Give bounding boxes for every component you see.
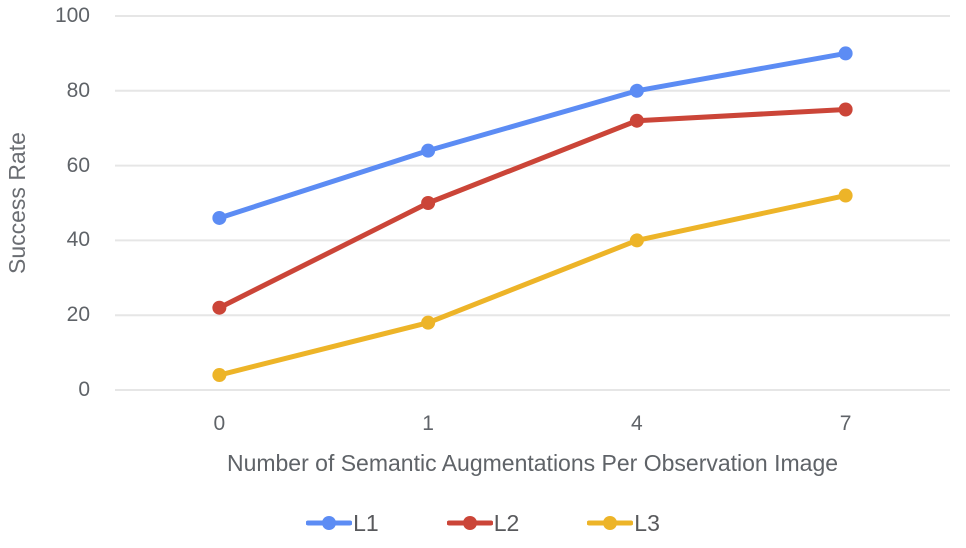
data-point-L2 (212, 300, 227, 315)
data-point-L1 (212, 210, 227, 225)
y-tick-label: 20 (66, 303, 90, 327)
data-point-L3 (212, 368, 227, 383)
data-point-L1 (838, 46, 853, 61)
y-tick-label: 60 (66, 153, 90, 177)
data-point-L1 (421, 143, 436, 158)
legend-item-label: L2 (493, 510, 520, 536)
legend-item-L2: L2 (446, 510, 520, 536)
legend-marker-icon (306, 516, 353, 530)
x-axis-title: Number of Semantic Augmentations Per Obs… (226, 450, 839, 476)
series-line-L2 (216, 107, 849, 311)
data-point-L2 (838, 102, 853, 117)
data-point-L2 (629, 113, 644, 128)
legend-item-label: L1 (353, 510, 379, 536)
legend-marker-icon (587, 516, 634, 530)
data-point-L1 (629, 83, 644, 98)
series-line-L1 (216, 50, 849, 221)
series-line-L3 (216, 193, 849, 378)
x-tick-label: 7 (839, 412, 852, 435)
y-tick-label: 0 (78, 378, 90, 401)
data-point-L3 (629, 233, 644, 248)
data-point-L2 (421, 196, 436, 210)
x-tick-label: 4 (631, 412, 643, 435)
legend-item-label: L3 (634, 510, 660, 536)
data-point-L3 (421, 315, 436, 330)
x-tick-label: 1 (422, 412, 434, 435)
legend: L1 L2 L3 (0, 510, 966, 536)
legend-marker-icon (446, 516, 493, 530)
legend-item-L3: L3 (587, 510, 660, 536)
y-tick-label: 100 (54, 4, 90, 27)
x-tick-label: 0 (213, 412, 226, 435)
y-tick-label: 80 (66, 78, 90, 102)
legend-item-L1: L1 (306, 510, 379, 536)
y-tick-label: 40 (66, 228, 90, 252)
data-point-L3 (838, 188, 853, 203)
